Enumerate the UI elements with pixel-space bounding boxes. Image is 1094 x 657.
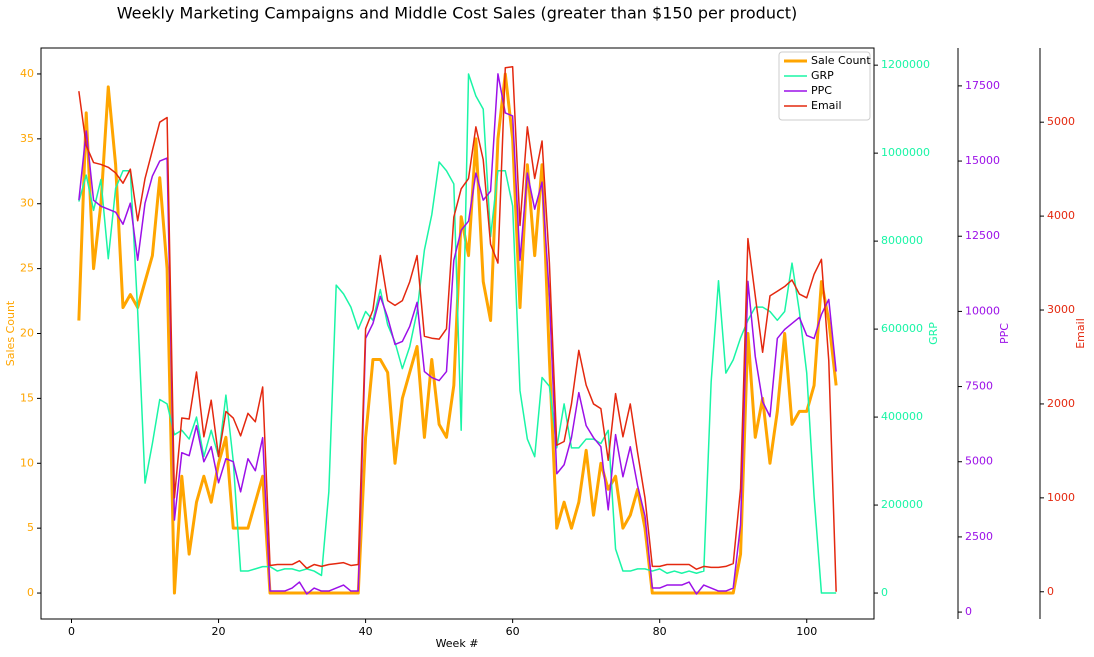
y-tick-label: 0 bbox=[881, 586, 888, 599]
y-tick-label: 1000 bbox=[1047, 491, 1075, 504]
y-tick-label: 4000 bbox=[1047, 209, 1075, 222]
y-tick-label: 1200000 bbox=[881, 58, 930, 71]
y-tick-label: 20 bbox=[20, 327, 34, 340]
x-tick-label: 0 bbox=[68, 625, 75, 638]
y-tick-label: 30 bbox=[20, 197, 34, 210]
y-tick-label: 1000000 bbox=[881, 146, 930, 159]
y-tick-label: 2500 bbox=[965, 530, 993, 543]
y-tick-label: 0 bbox=[965, 605, 972, 618]
x-tick-label: 100 bbox=[796, 625, 817, 638]
y-tick-label: 600000 bbox=[881, 322, 923, 335]
y-tick-label: 25 bbox=[20, 262, 34, 275]
x-tick-label: 40 bbox=[359, 625, 373, 638]
y-tick-label: 7500 bbox=[965, 380, 993, 393]
x-tick-label: 20 bbox=[212, 625, 226, 638]
y-tick-label: 10 bbox=[20, 456, 34, 469]
y-axis-label: Sales Count bbox=[4, 300, 17, 366]
y-tick-label: 5000 bbox=[965, 455, 993, 468]
legend-box bbox=[778, 51, 871, 121]
series-line bbox=[78, 73, 837, 594]
y-tick-label: 15 bbox=[20, 391, 34, 404]
y-tick-label: 200000 bbox=[881, 498, 923, 511]
legend-label: Email bbox=[811, 99, 842, 112]
y-tick-label: 5000 bbox=[1047, 115, 1075, 128]
series-line bbox=[78, 66, 837, 592]
legend-label: PPC bbox=[811, 84, 832, 97]
y-axis-label: PPC bbox=[998, 323, 1011, 344]
y-tick-label: 0 bbox=[27, 586, 34, 599]
series-line bbox=[78, 73, 837, 595]
y-tick-label: 3000 bbox=[1047, 303, 1075, 316]
y-tick-label: 40 bbox=[20, 67, 34, 80]
chart-title: Weekly Marketing Campaigns and Middle Co… bbox=[117, 4, 798, 23]
x-tick-label: 80 bbox=[653, 625, 667, 638]
y-tick-label: 35 bbox=[20, 132, 34, 145]
y-tick-label: 0 bbox=[1047, 585, 1054, 598]
x-axis-label: Week # bbox=[436, 637, 479, 650]
y-tick-label: 800000 bbox=[881, 234, 923, 247]
x-tick-label: 60 bbox=[506, 625, 520, 638]
legend-label: GRP bbox=[811, 69, 834, 82]
y-axis-label: Email bbox=[1074, 318, 1087, 349]
y-tick-label: 10000 bbox=[965, 304, 1000, 317]
y-tick-label: 15000 bbox=[965, 154, 1000, 167]
y-tick-label: 400000 bbox=[881, 410, 923, 423]
y-tick-label: 17500 bbox=[965, 79, 1000, 92]
y-axis-label: GRP bbox=[927, 322, 940, 345]
y-tick-label: 5 bbox=[27, 521, 34, 534]
legend-label: Sale Count bbox=[811, 54, 871, 67]
y-tick-label: 12500 bbox=[965, 229, 1000, 242]
y-tick-label: 2000 bbox=[1047, 397, 1075, 410]
